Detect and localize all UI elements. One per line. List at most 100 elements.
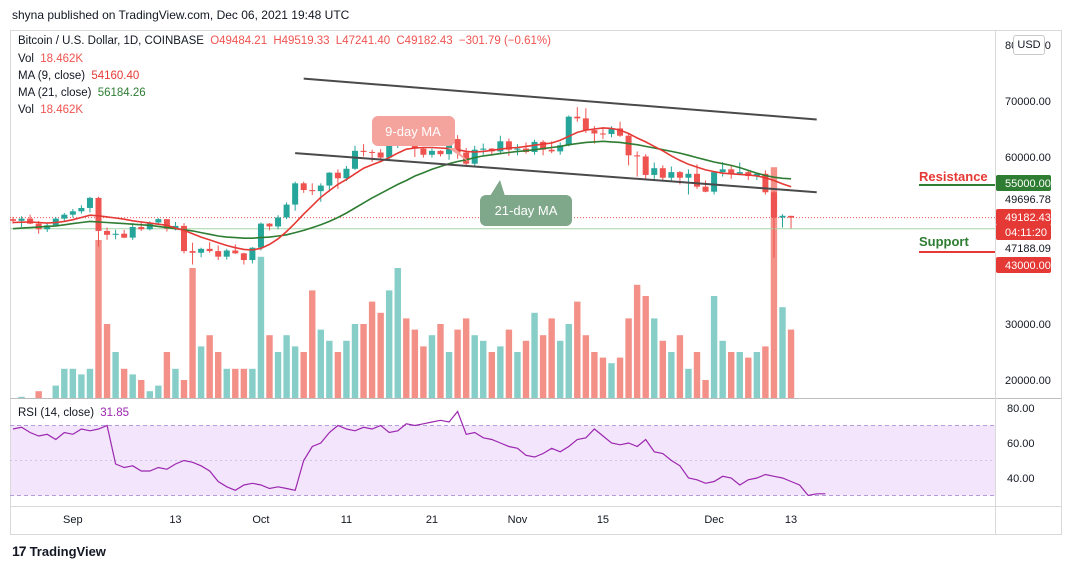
price-label-bg [996,175,1051,191]
volume-bar [146,391,153,398]
ma21-legend: MA (21, close) 56184.26 [18,87,149,99]
time-tick-label: Oct [252,514,269,526]
candle-body [437,150,444,155]
volume-bar [129,374,136,398]
volume-bar [719,340,726,398]
volume-bar [189,268,196,398]
volume-bar [565,324,572,398]
candle-body [95,197,102,231]
candle-body [540,141,547,150]
candle-body [770,192,777,218]
candle-body [591,130,598,134]
volume-bar [753,352,761,398]
candle-body [685,173,692,178]
candle-body [309,190,316,192]
candle-body [514,148,521,150]
volume-bar [582,335,590,398]
rsi-legend: RSI (14, close) 31.85 [18,407,132,419]
volume-bar [548,318,555,398]
volume-bar [95,240,102,398]
candle-body [659,168,666,178]
candle-body [625,135,632,156]
volume-bar [138,380,145,398]
ma9-label: MA (9, close) [18,70,86,82]
volume-bar [215,352,222,398]
candle-body [326,172,333,186]
symbol-name: Bitcoin / U.S. Dollar, 1D, COINBASE [18,35,204,47]
candle-body [86,197,93,208]
volume-bar [599,357,607,398]
rsi-line [12,410,826,497]
volume-bar [642,296,649,398]
low-value: L47241.40 [335,35,391,47]
volume-bar [86,368,94,398]
volume-bar [266,335,273,398]
tradingview-logo-icon: 17 [12,543,27,559]
resistance-label: Resistance [919,169,988,184]
candle-body [548,149,555,152]
volume-bar [326,340,333,398]
volume-bar [633,284,641,398]
volume-bar [779,307,786,398]
volume-bar [309,290,316,398]
candle-body [27,218,34,224]
price-tick-label: 20000.00 [1005,375,1051,387]
volume-bar [120,368,128,398]
volume-bar [52,385,59,398]
price-label: 47188.09 [1005,243,1051,255]
candle-body [121,233,128,238]
chart-frame [10,30,1062,535]
volume-bar [317,329,324,398]
vol-label-2: Vol [18,104,34,116]
candle-body [360,150,367,152]
candle-body [112,233,119,235]
candle-body [300,183,307,191]
volume-bar [488,352,495,398]
time-tick-label: Nov [508,514,528,526]
time-tick-label: 13 [169,514,181,526]
candle-body [198,248,205,253]
candle-body [129,227,136,238]
candle-body [446,139,453,155]
ma9-value: 54160.40 [91,70,140,82]
volume-bar [574,301,581,398]
candle-body [745,172,752,177]
ma21-callout-label: 21-day MA [495,203,558,218]
volume-bar [232,368,239,398]
currency-button[interactable]: USD [1013,35,1045,55]
volume-bar [668,352,675,398]
candle-body [779,215,786,218]
rsi-band [11,425,995,496]
candle-body [668,172,675,178]
volume-bar [497,346,504,398]
volume-bar [300,352,307,398]
ma9-callout-box [372,116,455,146]
candle-body [480,148,487,150]
candle-body [206,248,213,252]
candle-body [762,173,769,193]
price-label: 49182.43 [1005,212,1051,224]
candle-body [599,133,606,135]
lower-trendline [295,152,817,194]
candle-body [582,118,589,131]
volume-bar [206,335,213,398]
volume-bar [539,335,547,398]
volume-bar [163,352,171,398]
candle-body [557,145,564,152]
time-tick-label: 13 [785,514,797,526]
candle-body [574,116,581,119]
volume-bar [334,352,342,398]
volume-bar [386,290,393,398]
volume-bar [69,368,77,398]
price-tick-label: 70000.00 [1005,96,1051,108]
candle-body [292,183,299,205]
time-tick-label: 15 [597,514,609,526]
volume-bar [257,256,265,398]
candle-body [428,150,435,155]
candle-body [78,207,85,212]
candle-body [18,218,25,221]
footer-brand[interactable]: 17 TradingView [12,543,106,559]
ma21-line [12,140,792,239]
volume-bar [787,329,795,398]
